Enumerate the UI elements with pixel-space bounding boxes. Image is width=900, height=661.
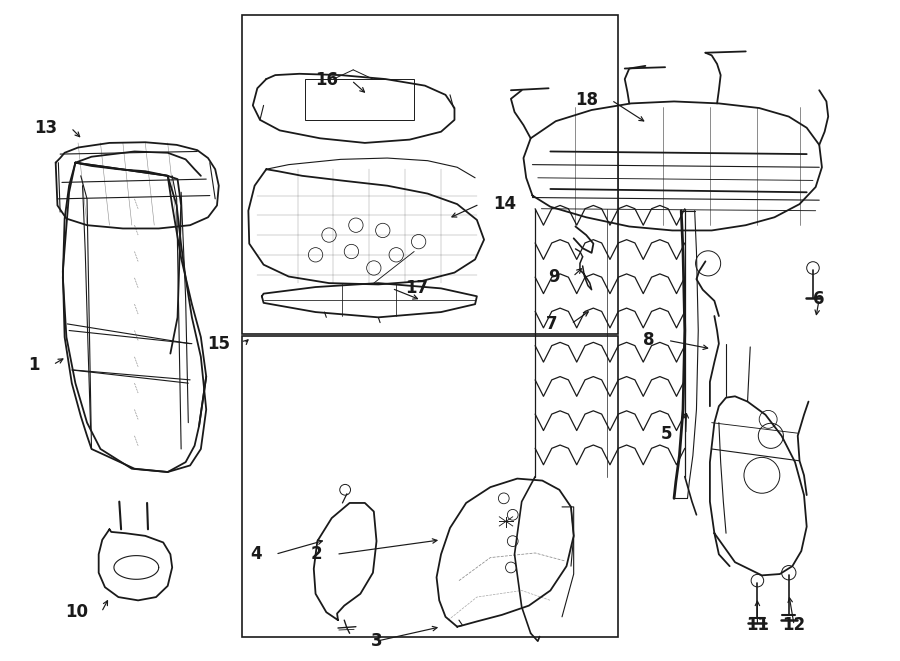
Text: 15: 15 [207, 334, 230, 353]
Text: 16: 16 [315, 71, 338, 89]
Text: 7: 7 [546, 315, 557, 333]
Text: 3: 3 [371, 632, 382, 650]
Text: 2: 2 [311, 545, 323, 563]
Text: 11: 11 [746, 617, 769, 635]
Text: 1: 1 [28, 356, 40, 373]
Text: 12: 12 [783, 617, 806, 635]
Text: 6: 6 [814, 290, 825, 308]
Text: 4: 4 [250, 545, 262, 563]
Bar [242, 336, 618, 637]
Text: 18: 18 [575, 91, 598, 109]
Text: 17: 17 [405, 280, 428, 297]
Text: 5: 5 [661, 426, 672, 444]
Bar [305, 79, 414, 120]
Text: 8: 8 [643, 331, 654, 350]
Text: 14: 14 [493, 195, 516, 213]
Text: 13: 13 [34, 119, 58, 137]
Text: 10: 10 [65, 603, 88, 621]
Bar [242, 15, 618, 334]
Text: 9: 9 [548, 268, 559, 286]
